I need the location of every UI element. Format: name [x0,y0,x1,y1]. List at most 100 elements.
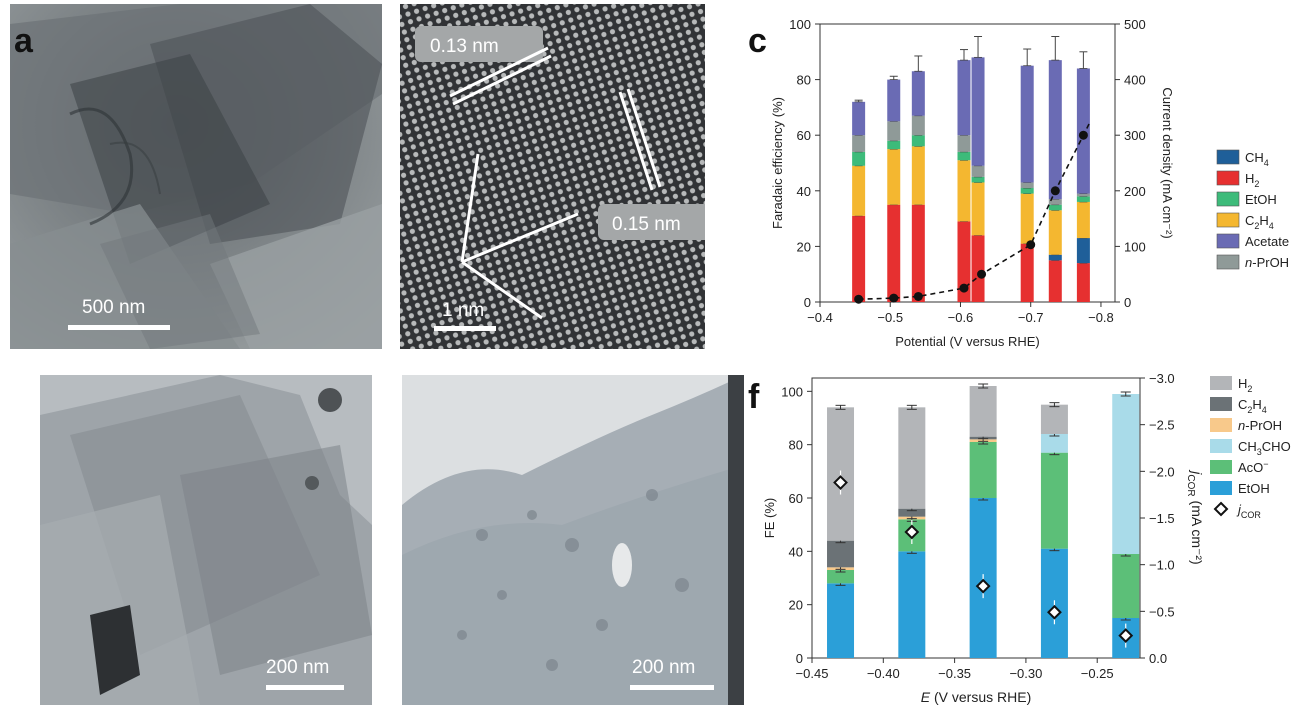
bar-c-EtOH [911,135,925,147]
x-tick-label-c: −0.8 [1088,310,1114,325]
bar-f-C2H4 [969,436,997,440]
y-axis-label-c: Faradaic efficiency (%) [770,97,785,229]
bar-f-EtOH [969,498,997,658]
y-tick-label-f: 100 [781,384,803,399]
scale-bar-a [68,325,170,330]
lattice-spacing-lines [449,46,662,320]
spacing-label-box-1 [415,26,543,62]
panel-d-micrograph: d 200 nm [40,375,372,705]
jcor-marker-f [1047,604,1062,620]
legend-f: H2 C2H4 n-PrOH CH3CHO AcO− EtOH jCOR [1210,376,1291,520]
bar-c-C2H4 [1020,193,1034,244]
current-density-point-c [959,283,969,293]
plot-frame-f [811,377,1141,659]
jcor-marker-f [1118,628,1134,644]
bar-c-C2H4 [1048,210,1062,255]
bar-c-nPrOH [1048,199,1062,205]
y2-axis-label-c: Current density (mA cm⁻²) [1160,87,1175,238]
bar-c-nPrOH [887,121,901,141]
legend-swatch-f-EtOH [1210,481,1232,495]
bar-c-Acetate [1048,60,1062,200]
bar-f-AcO [827,570,855,584]
tem-image-a [10,4,382,349]
bar-f-nPrOH [898,516,926,520]
y2-tick-label-f: −2.0 [1149,464,1175,479]
current-density-point-c [1078,130,1088,140]
legend-swatch-f-AcO [1210,460,1232,474]
scale-label-e: 200 nm [632,657,696,678]
bar-c-H2 [887,204,901,302]
legend-swatch-f-H2 [1210,376,1232,390]
legend-label-c-EtOH: EtOH [1245,192,1277,207]
x-tick-label-f: −0.40 [867,666,900,681]
x-tick-label-f: −0.45 [796,666,829,681]
bar-c-H2 [1076,263,1090,302]
bar-f-C2H4 [827,540,855,568]
legend-swatch-c-nPrOH [1216,254,1240,270]
x-tick-label-c: −0.6 [948,310,974,325]
y2-tick-label-f: −1.5 [1149,511,1175,526]
panel-label-f: f [748,378,760,416]
x-tick-label-c: −0.7 [1018,310,1044,325]
x-axis-label-c: Potential (V versus RHE) [895,334,1040,349]
bar-f-H2 [969,386,997,437]
legend-label-f-H2: H2 [1238,376,1252,394]
y-axis-label-f: FE (%) [762,498,777,538]
spacing-label-box-2 [598,204,705,240]
legend-label-f-AcO: AcO− [1238,459,1269,475]
spacing-label-1: 0.13 nm [430,36,499,57]
legend-swatch-c-Acetate [1216,233,1240,249]
bar-c-EtOH [887,140,901,150]
bar-c-EtOH [1048,204,1062,211]
current-density-point-c [854,294,864,304]
x-tick-label-c: −0.5 [877,310,903,325]
legend-swatch-c-H2 [1216,170,1240,186]
panel-e-micrograph: e 200 nm [402,375,744,705]
y2-tick-label-c: 0 [1124,295,1131,310]
y-tick-label-c: 20 [797,239,811,254]
bar-c-CH4 [1076,238,1090,264]
bar-c-CH4 [1048,254,1062,261]
hrtem-image-b: 0.13 nm 0.15 nm [400,4,705,349]
legend-label-f-jCOR: jCOR [1236,502,1261,520]
bar-f-CH3CHO [1040,434,1068,453]
bar-f-AcO [1112,554,1140,618]
y-tick-label-f: 0 [796,651,803,666]
legend-label-c-nPrOH: n-PrOH [1245,255,1289,270]
bar-c-Acetate [1076,68,1090,194]
y-tick-label-c: 100 [789,17,811,32]
legend-label-c-Acetate: Acetate [1245,234,1289,249]
bar-f-EtOH [1112,618,1140,658]
current-density-point-c [1050,186,1060,196]
x-tick-label-f: −0.25 [1081,666,1114,681]
y2-tick-label-f: −3.0 [1149,371,1175,386]
bar-c-EtOH [852,151,866,166]
bar-f-nPrOH [969,439,997,442]
legend-c: CH4 H2 EtOH C2H4 Acetate n-PrOH [1216,149,1289,270]
legend-swatch-f-jCOR [1213,501,1229,517]
current-density-point-c [889,293,899,303]
bar-f-C2H4 [898,508,926,517]
y2-tick-label-c: 400 [1124,73,1146,88]
bar-c-C2H4 [887,149,901,205]
scale-label-d: 200 nm [266,657,330,678]
bar-f-EtOH [898,551,926,658]
jcor-marker-f [975,578,991,594]
legend-label-f-EtOH: EtOH [1238,481,1270,496]
bar-f-H2 [827,407,855,541]
bar-c-H2 [852,215,866,302]
bar-c-C2H4 [957,160,971,222]
x-axis-label-f: E (V versus RHE) [921,689,1031,705]
bar-c-C2H4 [852,165,866,216]
bar-c-C2H4 [911,146,925,205]
y2-tick-label-c: 200 [1124,184,1146,199]
bar-f-EtOH [1040,548,1068,658]
bar-c-EtOH [971,176,985,183]
bar-f-H2 [898,407,926,509]
bar-c-C2H4 [971,182,985,236]
panel-b-micrograph: 0.13 nm 0.15 nm b 1 nm [400,4,705,349]
legend-label-c-H2: H2 [1245,171,1259,189]
legend-swatch-f-CH3CHO [1210,439,1232,453]
current-density-point-c [913,291,923,301]
bar-c-Acetate [852,101,866,136]
